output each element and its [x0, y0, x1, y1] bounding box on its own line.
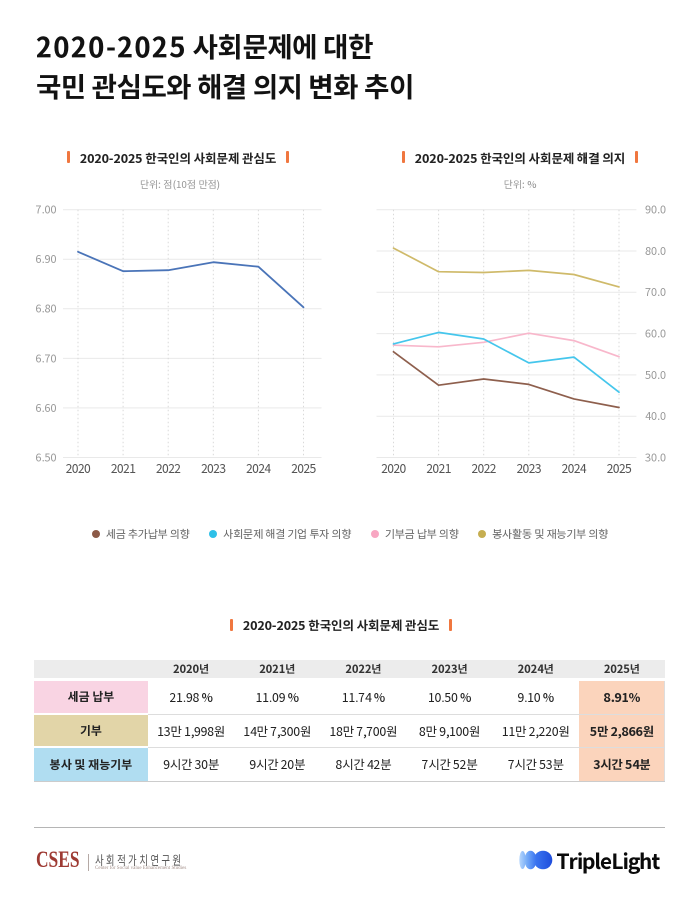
svg-text:2025: 2025	[607, 460, 631, 477]
svg-text:2024: 2024	[562, 460, 588, 477]
svg-text:2023: 2023	[201, 460, 225, 477]
svg-text:2024: 2024	[246, 460, 272, 477]
svg-text:90.0: 90.0	[645, 202, 666, 218]
svg-text:2022: 2022	[156, 460, 181, 477]
svg-text:80.0: 80.0	[645, 243, 666, 259]
svg-text:2023: 2023	[517, 460, 541, 477]
svg-text:7.00: 7.00	[36, 202, 57, 218]
svg-text:2021: 2021	[426, 460, 450, 477]
svg-text:6.60: 6.60	[36, 400, 57, 416]
svg-text:6.70: 6.70	[36, 350, 57, 366]
svg-text:6.90: 6.90	[36, 251, 57, 267]
svg-text:6.50: 6.50	[36, 449, 57, 465]
svg-text:6.80: 6.80	[36, 301, 57, 317]
svg-text:2020: 2020	[381, 460, 405, 477]
svg-text:2022: 2022	[471, 460, 496, 477]
svg-text:70.0: 70.0	[645, 284, 666, 300]
svg-text:30.0: 30.0	[645, 449, 666, 465]
svg-text:50.0: 50.0	[645, 367, 666, 383]
svg-text:2021: 2021	[111, 460, 135, 477]
svg-text:2025: 2025	[291, 460, 315, 477]
svg-text:2020: 2020	[66, 460, 90, 477]
svg-text:60.0: 60.0	[645, 326, 666, 342]
svg-text:40.0: 40.0	[645, 408, 666, 424]
